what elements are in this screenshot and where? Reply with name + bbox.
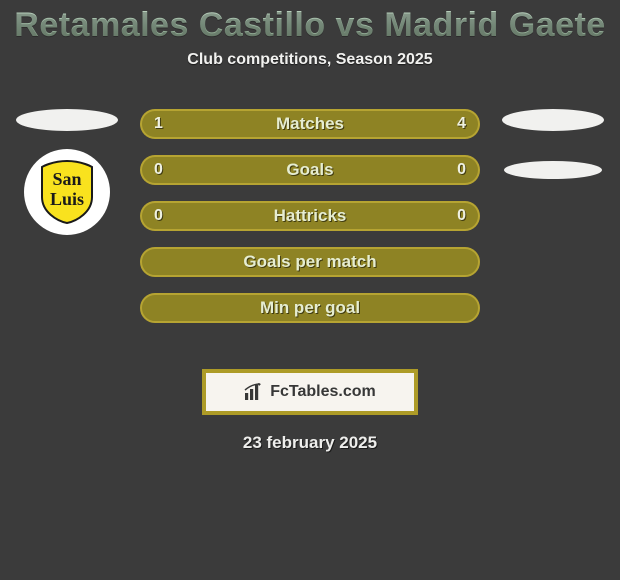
bars-icon [244, 383, 264, 401]
subtitle: Club competitions, Season 2025 [0, 51, 620, 69]
stat-row-matches: 14Matches [140, 109, 480, 139]
stat-row-goals-per-match: Goals per match [140, 247, 480, 277]
san-luis-shield-icon: San Luis [32, 157, 102, 227]
stat-label: Goals per match [140, 247, 480, 277]
right-player-oval-1 [502, 109, 604, 131]
stat-row-min-per-goal: Min per goal [140, 293, 480, 323]
stat-label: Hattricks [140, 201, 480, 231]
left-player-col: San Luis [6, 109, 128, 235]
stat-row-goals: 00Goals [140, 155, 480, 185]
footer-date: 23 february 2025 [0, 433, 620, 453]
stat-label: Min per goal [140, 293, 480, 323]
left-club-badge: San Luis [24, 149, 110, 235]
right-player-oval-2 [504, 161, 602, 179]
svg-text:Luis: Luis [50, 189, 84, 209]
attribution-box[interactable]: FcTables.com [202, 369, 418, 415]
comparison-board: San Luis 14Matches 00Goals 00Hattricks Goal… [0, 109, 620, 359]
stat-row-hattricks: 00Hattricks [140, 201, 480, 231]
stat-rows: 14Matches 00Goals 00Hattricks Goals per mat… [140, 109, 480, 339]
attribution-text: FcTables.com [270, 383, 376, 401]
title: Retamales Castillo vs Madrid Gaete [0, 0, 620, 45]
stat-label: Goals [140, 155, 480, 185]
right-player-col [492, 109, 614, 179]
left-player-oval [16, 109, 118, 131]
stat-label: Matches [140, 109, 480, 139]
svg-text:San: San [52, 169, 81, 189]
